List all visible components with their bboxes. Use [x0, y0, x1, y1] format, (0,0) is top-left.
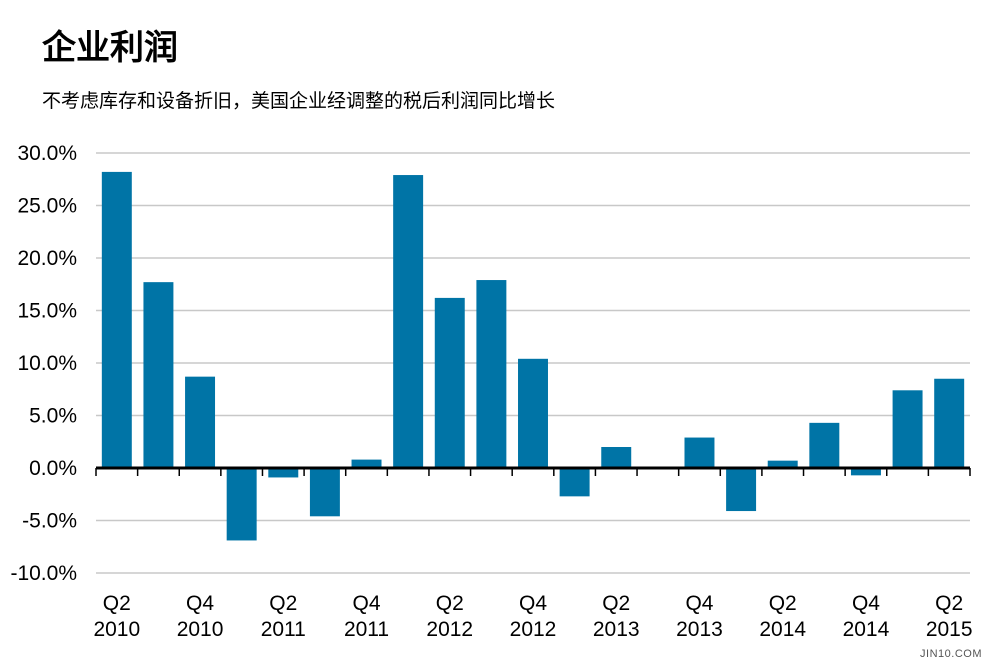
bars: [101, 171, 965, 541]
gridlines: [96, 152, 970, 574]
x-tick-label-quarter: Q4: [353, 592, 381, 615]
bar: [226, 468, 257, 541]
chart-title: 企业利润: [42, 28, 178, 68]
x-tick-label-year: 2010: [93, 618, 140, 641]
x-tick-label-year: 2011: [344, 618, 389, 641]
x-tick-label-quarter: Q2: [769, 592, 797, 615]
y-tick-label: 0.0%: [29, 457, 77, 480]
bar: [518, 358, 548, 468]
bar: [309, 468, 340, 517]
x-tick-label-quarter: Q2: [269, 592, 297, 615]
x-axis-tick-labels: Q2 2010 Q4 2010 Q2 2011 Q4 2011 Q2 2012 Q4 2012 Q2 20…: [93, 592, 972, 641]
x-tick-label-quarter: Q4: [519, 592, 547, 615]
x-tick-label-year: 2010: [177, 618, 224, 641]
x-tick-label-year: 2012: [426, 618, 473, 641]
x-tick-label-year: 2013: [676, 618, 723, 641]
bar: [601, 447, 632, 468]
x-tick-label-quarter: Q4: [685, 592, 713, 615]
bar: [351, 459, 382, 468]
x-tick-label-quarter: Q4: [186, 592, 214, 615]
y-tick-label: -10.0%: [10, 562, 77, 585]
y-tick-label: 25.0%: [17, 195, 77, 218]
x-tick-label-quarter: Q2: [602, 592, 630, 615]
bar: [850, 468, 881, 476]
bar: [268, 468, 299, 478]
x-tick-label-year: 2015: [926, 618, 973, 641]
bar: [393, 175, 424, 469]
bar: [143, 282, 174, 468]
bar: [476, 280, 507, 468]
x-tick-label-year: 2013: [593, 618, 640, 641]
x-tick-label-quarter: Q4: [852, 592, 880, 615]
y-tick-label: 30.0%: [17, 142, 77, 165]
y-tick-label: 15.0%: [17, 300, 77, 323]
x-tick-label-quarter: Q2: [103, 592, 131, 615]
x-tick-label-year: 2011: [261, 618, 306, 641]
x-tick-label-year: 2014: [843, 618, 890, 641]
x-tick-label-year: 2014: [759, 618, 806, 641]
y-tick-label: 10.0%: [17, 352, 77, 375]
y-tick-label: -5.0%: [22, 510, 77, 533]
bar: [559, 468, 590, 497]
x-tick-label-quarter: Q2: [935, 592, 963, 615]
bar: [101, 171, 132, 468]
chart-subtitle: 不考虑库存和设备折旧，美国企业经调整的税后利润同比增长: [42, 90, 556, 112]
bar: [726, 468, 757, 512]
watermark: JIN10.COM: [920, 648, 982, 660]
y-tick-label: 5.0%: [29, 405, 77, 428]
bar: [934, 378, 965, 468]
y-axis-tick-labels: -10.0% -5.0% 0.0% 5.0% 10.0% 15.0% 20.0% 25.0% 3…: [10, 142, 77, 585]
bar: [434, 297, 465, 468]
bar: [684, 437, 715, 468]
bar: [809, 422, 840, 468]
x-tick-label-quarter: Q2: [436, 592, 464, 615]
y-tick-label: 20.0%: [17, 247, 77, 270]
bar: [767, 460, 798, 468]
bar: [892, 390, 923, 468]
bar: [185, 376, 216, 468]
x-tick-label-year: 2012: [510, 618, 557, 641]
